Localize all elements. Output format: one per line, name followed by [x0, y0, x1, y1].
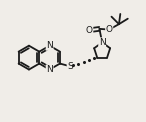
Text: N: N — [46, 41, 53, 50]
Text: S: S — [67, 62, 73, 71]
Text: N: N — [46, 65, 53, 74]
Text: O: O — [86, 26, 93, 35]
Text: O: O — [106, 25, 113, 34]
Text: N: N — [99, 38, 106, 47]
